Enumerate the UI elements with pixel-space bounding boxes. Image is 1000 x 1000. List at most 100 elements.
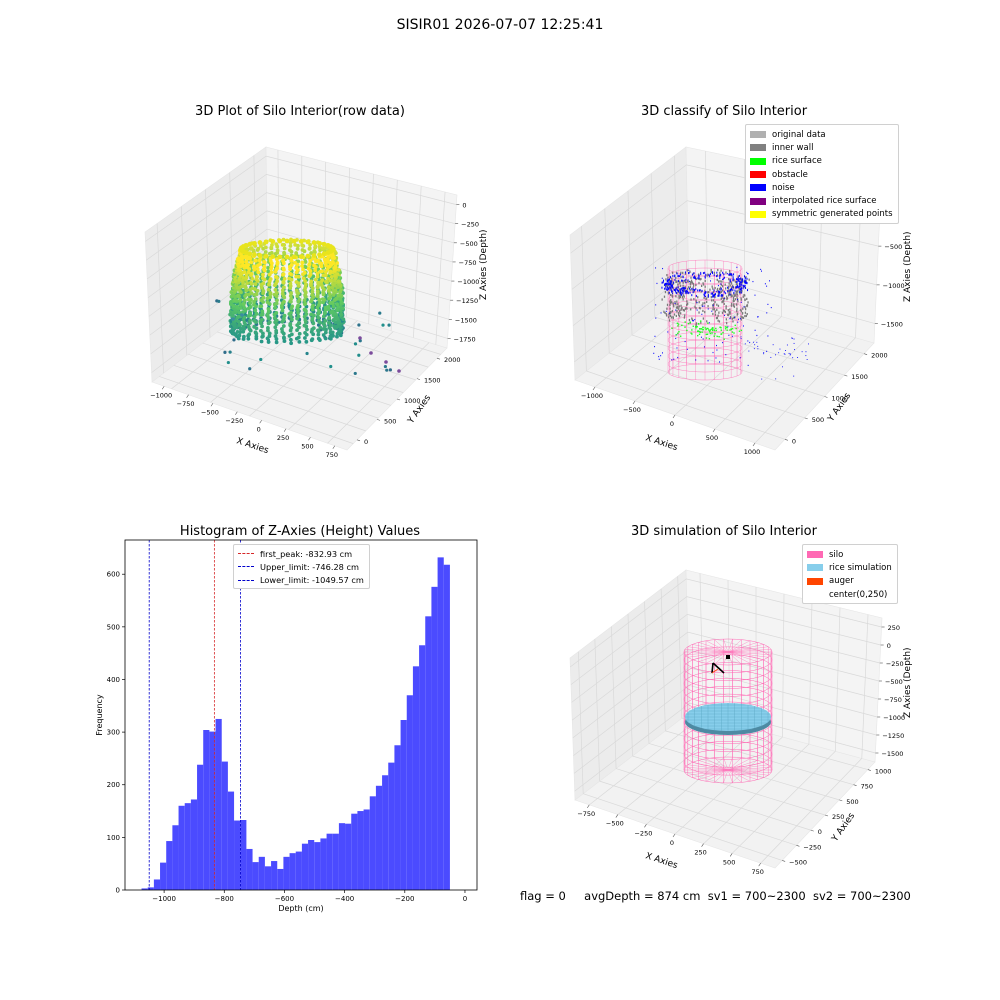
data-point: [253, 287, 257, 291]
inner-wall-point: [692, 282, 694, 285]
data-point: [241, 266, 246, 271]
data-point: [257, 258, 262, 263]
noise-point: [696, 309, 698, 311]
data-point: [274, 264, 279, 268]
data-point: [325, 257, 330, 262]
noise-point: [670, 280, 672, 283]
noise-point: [662, 352, 663, 354]
data-point: [339, 309, 344, 314]
inner-wall-point: [686, 280, 689, 283]
noise-point: [732, 279, 734, 282]
data-point: [265, 300, 270, 305]
data-point: [321, 317, 326, 322]
plot2-zlabel: Z Axies (Depth): [903, 231, 913, 302]
y-tick-label: 500: [384, 417, 396, 425]
data-point: [248, 256, 253, 261]
data-point: [261, 289, 266, 293]
noise-point: [694, 276, 696, 279]
noise-point: [670, 280, 672, 283]
data-point: [250, 276, 255, 281]
data-point: [232, 280, 237, 285]
data-point: [240, 284, 244, 289]
data-point: [328, 336, 333, 341]
data-point: [273, 325, 278, 330]
inner-wall-point: [744, 294, 746, 297]
data-point: [252, 293, 257, 298]
inner-wall-point: [722, 300, 724, 303]
data-point: [329, 263, 334, 267]
data-point: [335, 271, 340, 275]
grid-line: [570, 596, 881, 685]
noise-point: [744, 279, 746, 282]
data-point: [231, 292, 236, 297]
data-point: [247, 281, 252, 286]
data-point: [293, 260, 298, 265]
data-point: [308, 242, 312, 247]
silo-wire-ring: [683, 638, 773, 666]
data-point: [241, 302, 246, 307]
pane-left: [569, 569, 691, 801]
noise-point: [683, 287, 685, 290]
rice-surface-point: [702, 326, 704, 329]
data-point: [242, 326, 247, 331]
data-point: [277, 238, 281, 242]
data-point: [322, 257, 327, 262]
data-point: [303, 279, 307, 284]
data-point: [338, 270, 342, 275]
data-point: [239, 252, 244, 257]
data-point: [287, 316, 292, 320]
legend-swatch: [807, 564, 823, 572]
data-point: [267, 316, 272, 321]
plot1-axes-box: [144, 146, 458, 451]
data-point: [310, 286, 315, 291]
inner-wall-point: [720, 283, 723, 286]
data-point: [334, 312, 339, 317]
data-point: [259, 316, 264, 321]
data-point: [240, 260, 245, 265]
inner-wall-point: [730, 295, 732, 298]
data-point: [244, 253, 249, 258]
data-point: [234, 334, 239, 339]
inner-wall-point: [723, 297, 726, 300]
data-point: [288, 299, 293, 304]
data-point: [328, 250, 333, 255]
data-point: [268, 295, 273, 300]
data-point: [247, 241, 253, 247]
inner-wall-point: [671, 279, 673, 283]
silo-spoke: [727, 646, 769, 653]
data-point: [246, 314, 251, 319]
data-point: [252, 300, 256, 304]
data-point: [369, 351, 373, 355]
data-point: [288, 299, 293, 304]
inner-wall-point: [721, 296, 723, 299]
data-point: [274, 318, 279, 323]
data-point: [241, 334, 246, 339]
inner-wall-point: [728, 273, 731, 277]
noise-point: [733, 291, 735, 294]
inner-wall-point: [674, 300, 676, 304]
noise-point: [788, 352, 790, 354]
rice-surface-point: [709, 329, 712, 331]
data-point: [244, 288, 249, 293]
data-point: [339, 294, 344, 299]
data-point: [334, 263, 339, 268]
data-point: [339, 325, 344, 330]
inner-wall-point: [689, 282, 692, 285]
noise-point: [689, 287, 691, 290]
data-point: [333, 249, 337, 254]
data-point: [328, 295, 333, 300]
noise-point: [667, 286, 669, 289]
histogram-x-ticks: −1000 −800 −600 −400 −200 0: [152, 890, 467, 903]
data-point: [231, 321, 235, 326]
data-point: [308, 258, 313, 263]
inner-wall-point: [677, 313, 680, 316]
inner-wall-point: [669, 285, 671, 289]
data-point: [327, 256, 331, 261]
noise-point: [719, 290, 721, 293]
data-point: [230, 295, 235, 300]
data-point: [323, 260, 328, 264]
data-point: [235, 268, 239, 273]
data-point: [332, 266, 337, 270]
noise-point: [739, 281, 741, 284]
y-tick-label: 300: [107, 729, 120, 737]
